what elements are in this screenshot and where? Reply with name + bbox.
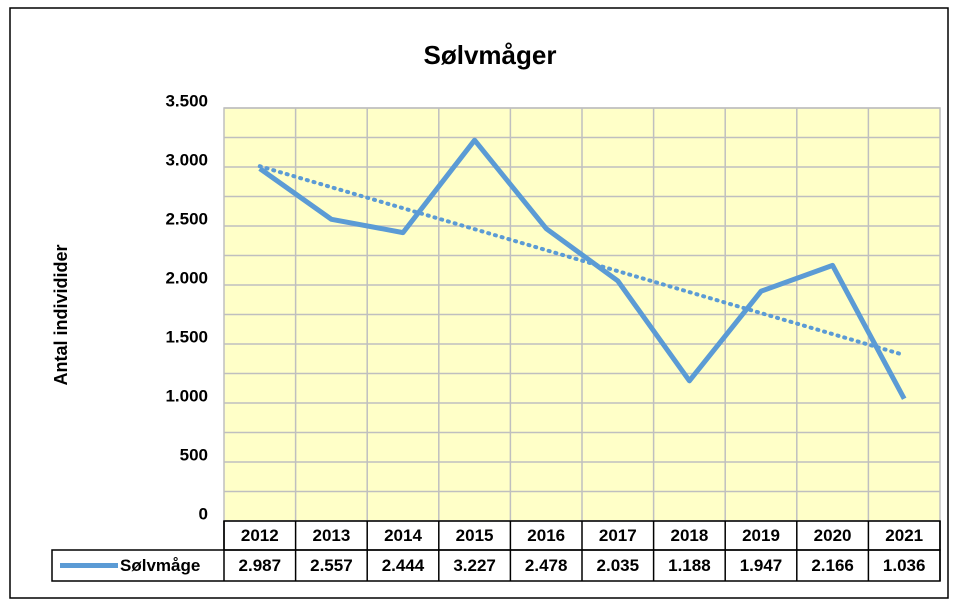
data-table-value: 1.188: [668, 556, 711, 575]
y-tick-label: 2.000: [165, 268, 208, 287]
data-table-value: 3.227: [453, 556, 496, 575]
data-table-value: 1.036: [883, 556, 926, 575]
x-tick-label: 2012: [241, 526, 279, 545]
x-tick-label: 2020: [814, 526, 852, 545]
y-tick-label: 2.500: [165, 209, 208, 228]
data-table-value: 2.166: [811, 556, 854, 575]
legend-label: Sølvmåge: [120, 556, 200, 575]
y-tick-label: 1.000: [165, 386, 208, 405]
y-tick-label: 0: [199, 504, 208, 523]
x-tick-label: 2015: [456, 526, 494, 545]
y-tick-label: 3.000: [165, 150, 208, 169]
data-table-value: 2.987: [239, 556, 282, 575]
data-table-value: 1.947: [740, 556, 783, 575]
x-tick-label: 2021: [885, 526, 923, 545]
x-tick-label: 2017: [599, 526, 637, 545]
data-table-value: 2.035: [597, 556, 640, 575]
y-axis-label: Antal individider: [51, 244, 71, 385]
x-tick-label: 2019: [742, 526, 780, 545]
x-tick-label: 2018: [670, 526, 708, 545]
y-tick-label: 3.500: [165, 91, 208, 110]
data-table-value: 2.478: [525, 556, 568, 575]
x-tick-label: 2014: [384, 526, 422, 545]
y-tick-label: 500: [180, 445, 208, 464]
x-tick-label: 2013: [312, 526, 350, 545]
trendline: [257, 164, 907, 358]
data-table-value: 2.444: [382, 556, 425, 575]
y-tick-label: 1.500: [165, 327, 208, 346]
x-tick-label: 2016: [527, 526, 565, 545]
data-table-value: 2.557: [310, 556, 353, 575]
line-series: [258, 137, 907, 400]
chart-title: Sølvmåger: [424, 40, 557, 70]
